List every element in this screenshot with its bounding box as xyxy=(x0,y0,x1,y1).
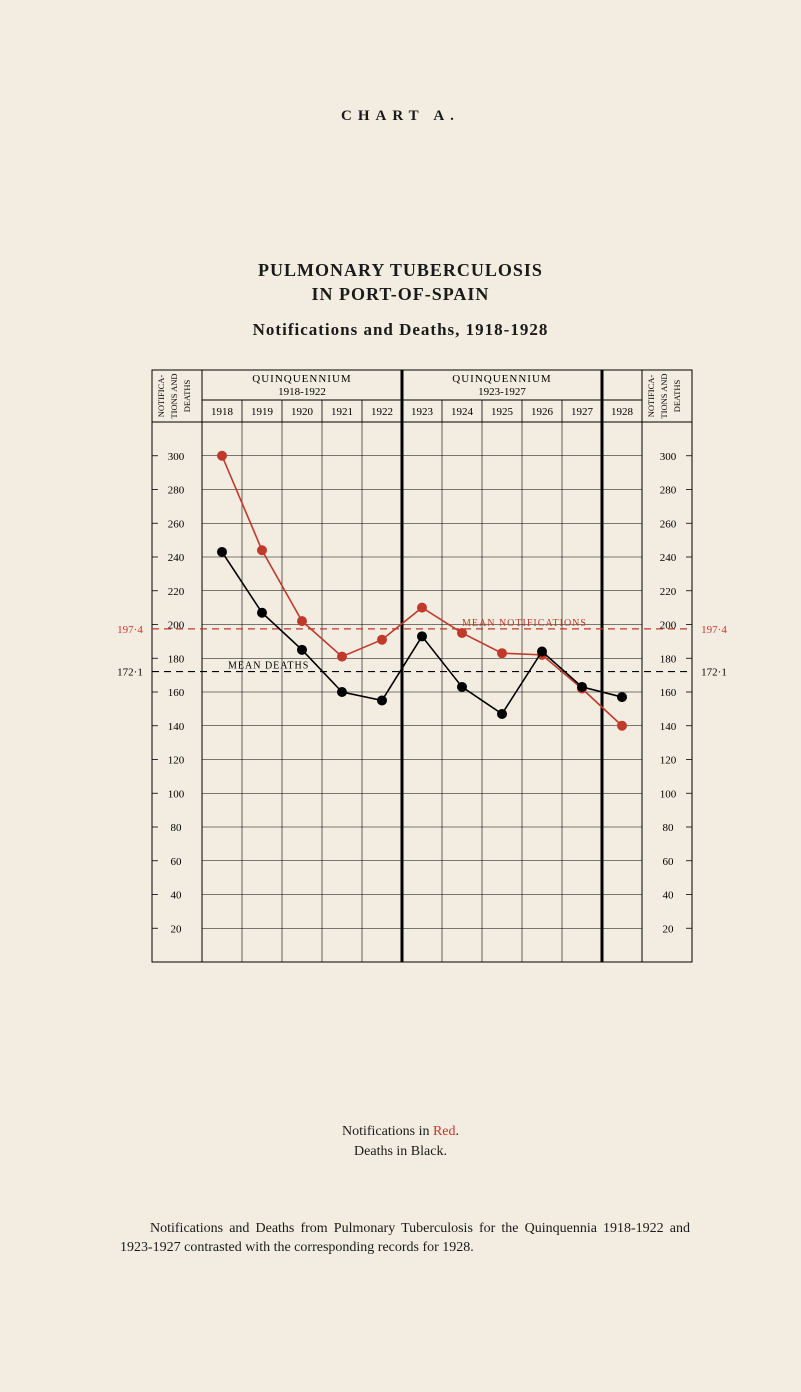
svg-text:200: 200 xyxy=(168,620,185,632)
svg-text:20: 20 xyxy=(171,923,183,935)
svg-text:140: 140 xyxy=(660,721,677,733)
legend: Notifications in Red. Deaths in Black. xyxy=(0,1122,801,1161)
svg-text:1926: 1926 xyxy=(531,406,554,418)
svg-text:1920: 1920 xyxy=(291,406,314,418)
svg-text:1923: 1923 xyxy=(411,406,434,418)
chart-label: CHART A. xyxy=(0,108,801,125)
svg-text:300: 300 xyxy=(660,451,677,463)
svg-text:120: 120 xyxy=(660,755,677,767)
svg-text:TIONS AND: TIONS AND xyxy=(169,373,179,418)
svg-text:1923-1927: 1923-1927 xyxy=(478,386,526,398)
svg-text:240: 240 xyxy=(168,552,185,564)
svg-text:197·4: 197·4 xyxy=(117,624,143,636)
svg-text:180: 180 xyxy=(660,653,677,665)
legend-notifications: Notifications in Red. xyxy=(342,1124,459,1139)
svg-text:NOTIFICA-: NOTIFICA- xyxy=(646,375,656,418)
svg-text:1921: 1921 xyxy=(331,406,353,418)
svg-text:260: 260 xyxy=(168,518,185,530)
chart-area: NOTIFICA-TIONS ANDDEATHSNOTIFICA-TIONS A… xyxy=(70,350,730,1110)
title-line-2: IN PORT-OF-SPAIN xyxy=(312,284,490,304)
svg-text:100: 100 xyxy=(660,788,677,800)
svg-text:300: 300 xyxy=(168,451,185,463)
svg-text:120: 120 xyxy=(168,755,185,767)
svg-text:1924: 1924 xyxy=(451,406,474,418)
main-title: PULMONARY TUBERCULOSIS IN PORT-OF-SPAIN xyxy=(0,258,801,307)
svg-text:40: 40 xyxy=(171,890,183,902)
svg-text:MEAN DEATHS: MEAN DEATHS xyxy=(228,661,309,672)
svg-text:1918-1922: 1918-1922 xyxy=(278,386,326,398)
svg-text:200: 200 xyxy=(660,620,677,632)
svg-text:220: 220 xyxy=(660,586,677,598)
svg-text:172·1: 172·1 xyxy=(117,667,143,679)
svg-text:197·4: 197·4 xyxy=(701,624,727,636)
footer-caption: Notifications and Deaths from Pulmonary … xyxy=(120,1220,690,1258)
svg-text:240: 240 xyxy=(660,552,677,564)
svg-text:220: 220 xyxy=(168,586,185,598)
svg-text:QUINQUENNIUM: QUINQUENNIUM xyxy=(452,373,551,385)
svg-text:1919: 1919 xyxy=(251,406,274,418)
svg-text:QUINQUENNIUM: QUINQUENNIUM xyxy=(252,373,351,385)
svg-text:80: 80 xyxy=(171,822,183,834)
title-line-1: PULMONARY TUBERCULOSIS xyxy=(258,260,543,280)
svg-text:NOTIFICA-: NOTIFICA- xyxy=(156,375,166,418)
svg-text:260: 260 xyxy=(660,518,677,530)
svg-text:1928: 1928 xyxy=(611,406,634,418)
svg-text:60: 60 xyxy=(663,856,675,868)
svg-text:280: 280 xyxy=(660,485,677,497)
svg-text:180: 180 xyxy=(168,653,185,665)
svg-text:40: 40 xyxy=(663,890,675,902)
svg-text:160: 160 xyxy=(660,687,677,699)
svg-text:1922: 1922 xyxy=(371,406,393,418)
svg-text:20: 20 xyxy=(663,923,675,935)
footer-text: Notifications and Deaths from Pulmonary … xyxy=(120,1221,690,1255)
svg-text:100: 100 xyxy=(168,788,185,800)
svg-text:60: 60 xyxy=(171,856,183,868)
legend-deaths: Deaths in Black. xyxy=(354,1144,447,1159)
svg-text:1925: 1925 xyxy=(491,406,514,418)
svg-text:172·1: 172·1 xyxy=(701,667,727,679)
svg-text:MEAN NOTIFICATIONS: MEAN NOTIFICATIONS xyxy=(462,618,587,629)
svg-text:DEATHS: DEATHS xyxy=(182,379,192,412)
svg-text:140: 140 xyxy=(168,721,185,733)
svg-text:80: 80 xyxy=(663,822,675,834)
svg-text:160: 160 xyxy=(168,687,185,699)
svg-text:1927: 1927 xyxy=(571,406,594,418)
subtitle: Notifications and Deaths, 1918-1928 xyxy=(0,320,801,340)
svg-text:1918: 1918 xyxy=(211,406,234,418)
svg-text:280: 280 xyxy=(168,485,185,497)
svg-text:TIONS AND: TIONS AND xyxy=(659,373,669,418)
svg-text:DEATHS: DEATHS xyxy=(672,379,682,412)
